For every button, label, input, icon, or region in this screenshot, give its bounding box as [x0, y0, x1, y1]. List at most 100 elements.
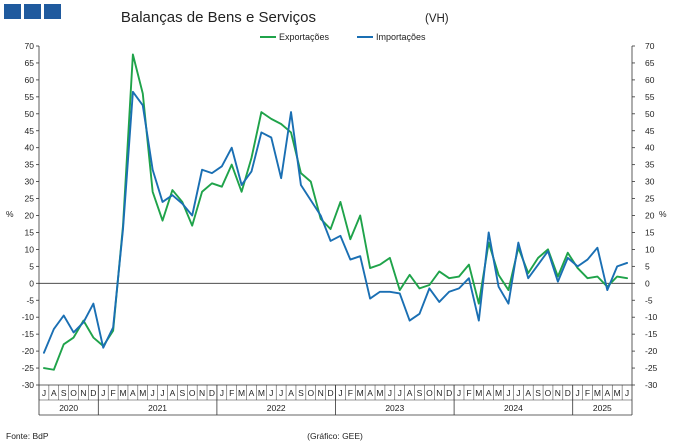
month-label: J — [220, 388, 224, 398]
y-tick-label-left: 35 — [25, 160, 35, 170]
month-label: M — [357, 388, 364, 398]
month-label: J — [269, 388, 273, 398]
month-label: D — [90, 388, 96, 398]
month-label: D — [327, 388, 333, 398]
month-label: A — [367, 388, 373, 398]
month-label: F — [585, 388, 590, 398]
month-label: D — [209, 388, 215, 398]
logo-block-1 — [4, 4, 21, 19]
month-label: A — [249, 388, 255, 398]
logo-block-2 — [24, 4, 41, 19]
y-tick-label-right: -20 — [645, 346, 658, 356]
month-label: S — [179, 388, 185, 398]
year-label: 2020 — [59, 403, 78, 413]
y-tick-label-right: 70 — [645, 41, 655, 51]
month-label: S — [535, 388, 541, 398]
year-label: 2022 — [267, 403, 286, 413]
footer-source: Fonte: BdP — [6, 431, 49, 441]
month-label: A — [288, 388, 294, 398]
month-label: A — [486, 388, 492, 398]
month-label: M — [495, 388, 502, 398]
plot-area — [42, 53, 629, 371]
chart-title: Balanças de Bens e Serviços — [121, 9, 316, 26]
y-tick-label-left: -10 — [22, 312, 35, 322]
month-label: A — [130, 388, 136, 398]
month-label: O — [426, 388, 433, 398]
month-label: D — [565, 388, 571, 398]
month-label: S — [298, 388, 304, 398]
month-label: J — [506, 388, 510, 398]
month-label: A — [170, 388, 176, 398]
month-label: S — [417, 388, 423, 398]
month-label: N — [436, 388, 442, 398]
y-tick-label-left: 5 — [29, 261, 34, 271]
y-tick-label-right: 10 — [645, 244, 655, 254]
month-label: F — [466, 388, 471, 398]
y-tick-label-left: 60 — [25, 75, 35, 85]
year-label: 2024 — [504, 403, 523, 413]
y-tick-label-right: 20 — [645, 211, 655, 221]
logo — [4, 4, 61, 19]
y-tick-label-right: 50 — [645, 109, 655, 119]
month-label: J — [42, 388, 46, 398]
y-tick-label-right: 65 — [645, 58, 655, 68]
footer-credit: (Gráfico: GEE) — [307, 431, 363, 441]
month-label: A — [51, 388, 57, 398]
y-tick-label-left: 10 — [25, 244, 35, 254]
series-line-exportacoes — [42, 53, 629, 371]
month-label: J — [457, 388, 461, 398]
month-label: O — [545, 388, 552, 398]
year-label: 2025 — [593, 403, 612, 413]
month-label: O — [189, 388, 196, 398]
month-label: N — [199, 388, 205, 398]
y-tick-label-left: -30 — [22, 380, 35, 390]
y-axis-label-left: % — [6, 209, 14, 219]
y-tick-label-right: 0 — [645, 278, 650, 288]
y-tick-label-right: -10 — [645, 312, 658, 322]
y-tick-label-left: 50 — [25, 109, 35, 119]
y-tick-label-left: -25 — [22, 363, 35, 373]
month-label: O — [307, 388, 314, 398]
y-tick-label-left: 65 — [25, 58, 35, 68]
y-tick-label-left: 70 — [25, 41, 35, 51]
y-tick-label-right: 40 — [645, 143, 655, 153]
y-tick-label-right: -25 — [645, 363, 658, 373]
month-label: M — [376, 388, 383, 398]
month-label: M — [594, 388, 601, 398]
month-label: A — [407, 388, 413, 398]
y-tick-label-left: 25 — [25, 194, 35, 204]
month-label: D — [446, 388, 452, 398]
y-tick-label-right: -15 — [645, 329, 658, 339]
legend: Exportações Importações — [260, 32, 426, 42]
month-label: J — [576, 388, 580, 398]
month-label: J — [398, 388, 402, 398]
y-tick-label-left: -15 — [22, 329, 35, 339]
month-label: S — [61, 388, 67, 398]
month-label: M — [614, 388, 621, 398]
month-label: J — [101, 388, 105, 398]
y-tick-label-left: 20 — [25, 211, 35, 221]
month-label: M — [475, 388, 482, 398]
month-label: A — [604, 388, 610, 398]
y-tick-label-right: -30 — [645, 380, 658, 390]
month-label: J — [338, 388, 342, 398]
legend-label-exportacoes: Exportações — [279, 32, 330, 42]
month-label: F — [348, 388, 353, 398]
y-tick-label-left: 0 — [29, 278, 34, 288]
month-label: J — [625, 388, 629, 398]
y-tick-label-right: 35 — [645, 160, 655, 170]
y-tick-label-left: 30 — [25, 177, 35, 187]
year-label: 2021 — [148, 403, 167, 413]
month-label: F — [111, 388, 116, 398]
legend-label-importacoes: Importações — [376, 32, 426, 42]
y-tick-label-left: 45 — [25, 126, 35, 136]
month-label: N — [555, 388, 561, 398]
month-label: J — [388, 388, 392, 398]
series-line-importacoes — [42, 90, 629, 354]
month-label: F — [229, 388, 234, 398]
year-label: 2023 — [385, 403, 404, 413]
month-label: M — [258, 388, 265, 398]
logo-block-3 — [44, 4, 61, 19]
